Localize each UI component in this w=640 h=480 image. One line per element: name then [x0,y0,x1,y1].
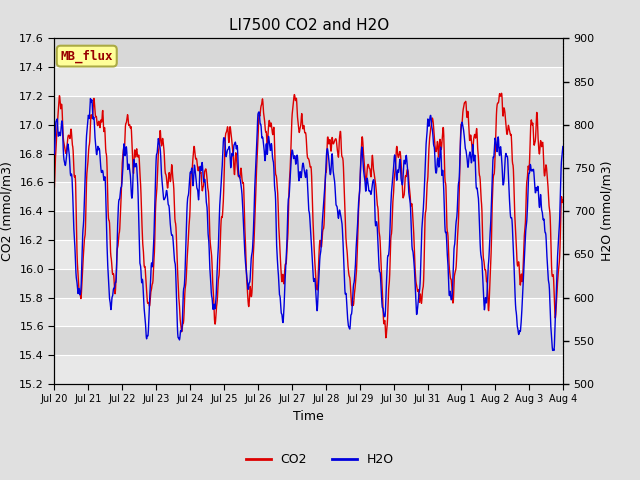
Bar [54,38,563,67]
Title: LI7500 CO2 and H2O: LI7500 CO2 and H2O [228,18,389,33]
Bar [54,96,563,125]
Y-axis label: CO2 (mmol/m3): CO2 (mmol/m3) [1,161,13,261]
Bar [54,211,563,240]
Bar [54,326,563,355]
X-axis label: Time: Time [293,410,324,423]
Bar [54,355,563,384]
Bar [54,125,563,154]
Bar [54,298,563,326]
Y-axis label: H2O (mmol/m3): H2O (mmol/m3) [600,161,613,262]
Bar [54,240,563,269]
Legend: CO2, H2O: CO2, H2O [241,448,399,471]
Bar [54,154,563,182]
Bar [54,182,563,211]
Bar [54,269,563,298]
Bar [54,67,563,96]
Text: MB_flux: MB_flux [61,49,113,63]
